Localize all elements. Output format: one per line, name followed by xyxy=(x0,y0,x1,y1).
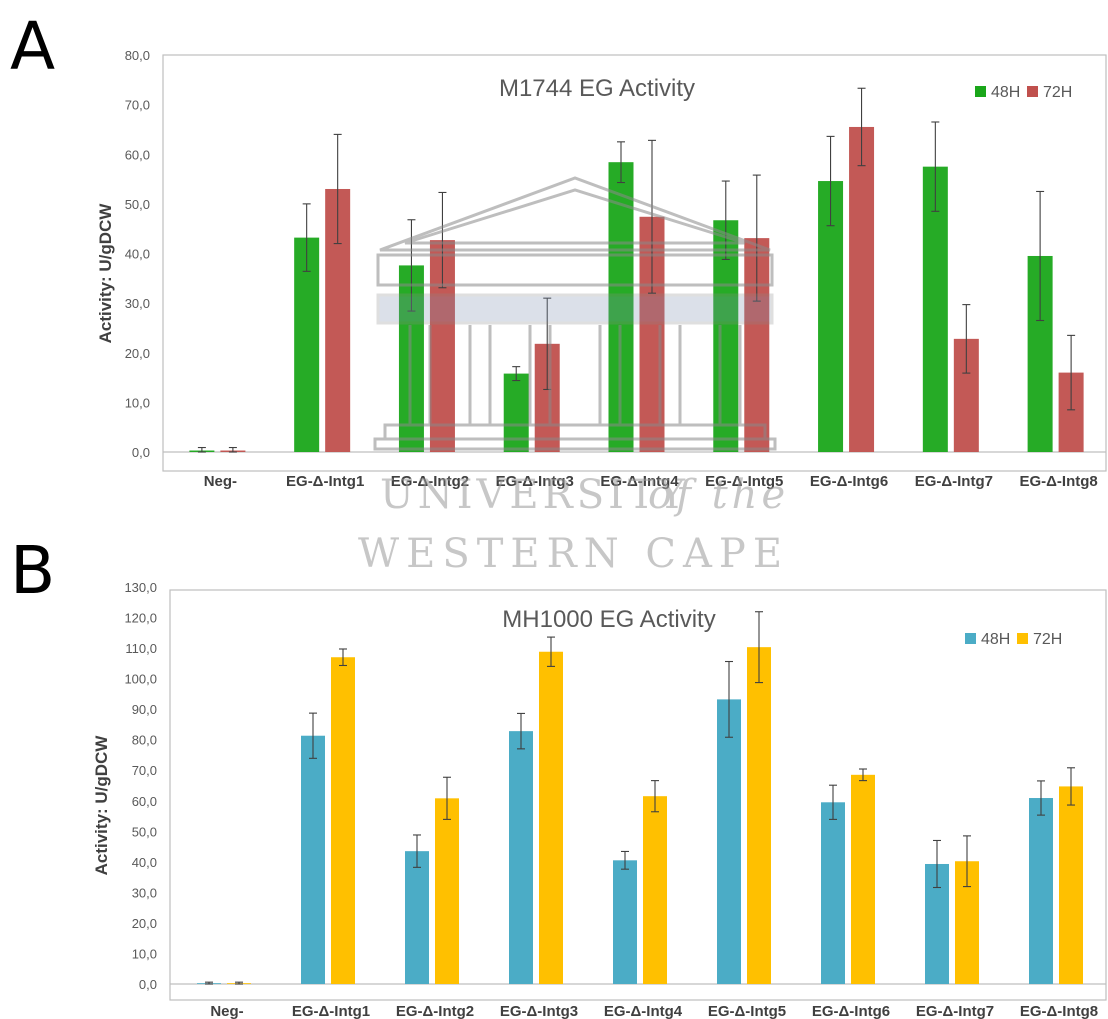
chart-title: MH1000 EG Activity xyxy=(502,606,715,633)
bar xyxy=(1029,798,1053,984)
y-tick-label: 40,0 xyxy=(125,247,150,262)
y-tick-label: 30,0 xyxy=(125,296,150,311)
y-tick-label: 80,0 xyxy=(132,733,157,748)
y-tick-label: 110,0 xyxy=(125,641,157,656)
bar xyxy=(643,796,667,984)
y-tick-label: 130,0 xyxy=(124,580,157,595)
bar xyxy=(331,657,355,984)
watermark-step xyxy=(373,437,777,451)
y-tick-label: 10,0 xyxy=(132,946,157,961)
x-tick-label: EG-Δ-Intg5 xyxy=(708,1003,786,1019)
y-tick-label: 70,0 xyxy=(125,98,150,113)
panel-label-b: B xyxy=(10,532,56,609)
y-tick-label: 90,0 xyxy=(132,702,157,717)
y-tick-label: 60,0 xyxy=(132,794,157,809)
x-tick-label: EG-Δ-Intg1 xyxy=(292,1003,370,1019)
watermark-band xyxy=(376,293,774,325)
panel-label-a: A xyxy=(10,8,56,85)
legend-swatch xyxy=(975,86,986,97)
x-tick-label: EG-Δ-Intg6 xyxy=(810,473,888,490)
x-tick-label: EG-Δ-Intg3 xyxy=(496,473,574,490)
y-tick-label: 30,0 xyxy=(132,885,157,900)
x-tick-label: EG-Δ-Intg2 xyxy=(391,473,469,490)
bar xyxy=(821,802,845,984)
y-tick-label: 40,0 xyxy=(132,855,157,870)
bar xyxy=(435,798,459,984)
chart-title: M1744 EG Activity xyxy=(499,75,695,102)
y-tick-label: 50,0 xyxy=(132,824,157,839)
bar xyxy=(613,860,637,984)
bar xyxy=(851,774,875,984)
bar xyxy=(539,651,563,984)
x-tick-label: EG-Δ-Intg8 xyxy=(1019,473,1097,490)
y-tick-label: 0,0 xyxy=(139,977,157,992)
y-tick-label: 20,0 xyxy=(132,916,157,931)
x-tick-label: EG-Δ-Intg4 xyxy=(600,473,679,490)
y-tick-label: 120,0 xyxy=(124,611,157,626)
watermark-building xyxy=(373,176,777,451)
x-tick-label: Neg- xyxy=(210,1003,243,1019)
watermark-text-1: UNIVERSITY xyxy=(380,472,689,518)
x-tick-label: EG-Δ-Intg5 xyxy=(705,473,783,490)
bar xyxy=(747,647,771,984)
watermark-text-2: WESTERN CAPE xyxy=(358,531,789,577)
bar xyxy=(922,166,948,452)
watermark: UNIVERSITY of the WESTERN CAPE xyxy=(358,176,789,577)
x-tick-label: EG-Δ-Intg6 xyxy=(812,1003,890,1019)
y-tick-label: 100,0 xyxy=(124,672,157,687)
bar xyxy=(509,731,533,984)
watermark-frieze xyxy=(376,253,774,287)
x-tick-label: EG-Δ-Intg7 xyxy=(915,473,993,490)
y-tick-label: 80,0 xyxy=(125,48,150,63)
y-tick-label: 10,0 xyxy=(125,395,150,410)
legend-label: 48H xyxy=(981,631,1010,648)
x-tick-label: Neg- xyxy=(204,473,237,490)
x-tick-label: EG-Δ-Intg7 xyxy=(916,1003,994,1019)
y-tick-label: 0,0 xyxy=(132,445,150,460)
legend-label: 72H xyxy=(1033,631,1062,648)
plot-area-border xyxy=(162,54,1107,472)
x-tick-label: EG-Δ-Intg1 xyxy=(286,473,364,490)
bar xyxy=(849,126,875,453)
bar xyxy=(294,237,320,452)
watermark-columns xyxy=(408,325,742,425)
bar xyxy=(301,735,325,984)
x-tick-label: EG-Δ-Intg3 xyxy=(500,1003,578,1019)
y-tick-label: 60,0 xyxy=(125,147,150,162)
legend-swatch xyxy=(1017,633,1028,644)
chart-mh1000: 0,0 10,0 20,0 30,0 40,0 50,0 60,0 70,0 80,0 90,0 1… xyxy=(92,580,1107,1019)
legend-swatch xyxy=(965,633,976,644)
x-tick-label: EG-Δ-Intg4 xyxy=(604,1003,683,1019)
plot-area-border xyxy=(169,589,1107,1001)
legend-label: 72H xyxy=(1043,84,1072,101)
y-axis-label: Activity: U/gDCW xyxy=(92,735,111,876)
bar xyxy=(405,851,429,984)
watermark-text-1b: of the xyxy=(648,472,789,518)
chart-m1744: 0,0 10,0 20,0 30,0 40,0 50,0 60,0 70,0 80,0 Activ… xyxy=(96,48,1107,490)
watermark-pediment xyxy=(379,176,771,252)
y-axis-label: Activity: U/gDCW xyxy=(96,203,115,344)
x-tick-label: EG-Δ-Intg8 xyxy=(1020,1003,1098,1019)
legend-label: 48H xyxy=(991,84,1020,101)
y-tick-label: 70,0 xyxy=(132,763,157,778)
x-tick-label: EG-Δ-Intg2 xyxy=(396,1003,474,1019)
bar xyxy=(717,699,741,984)
y-tick-label: 50,0 xyxy=(125,197,150,212)
legend-swatch xyxy=(1027,86,1038,97)
bar xyxy=(1059,786,1083,984)
y-tick-label: 20,0 xyxy=(125,346,150,361)
watermark-pediment-inner xyxy=(404,188,746,245)
